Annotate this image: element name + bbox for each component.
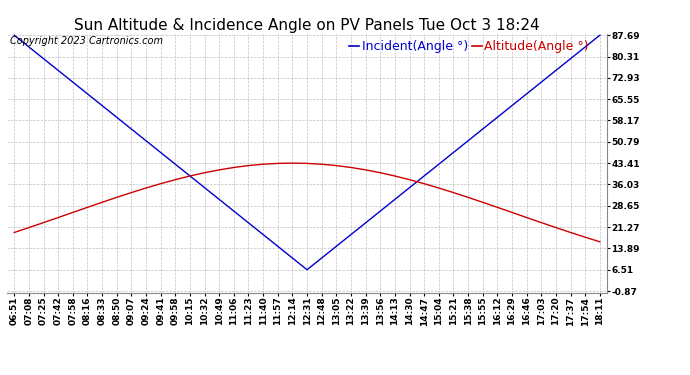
Legend: Incident(Angle °), Altitude(Angle °): Incident(Angle °), Altitude(Angle °) (349, 40, 589, 53)
Title: Sun Altitude & Incidence Angle on PV Panels Tue Oct 3 18:24: Sun Altitude & Incidence Angle on PV Pan… (75, 18, 540, 33)
Text: Copyright 2023 Cartronics.com: Copyright 2023 Cartronics.com (10, 36, 163, 46)
